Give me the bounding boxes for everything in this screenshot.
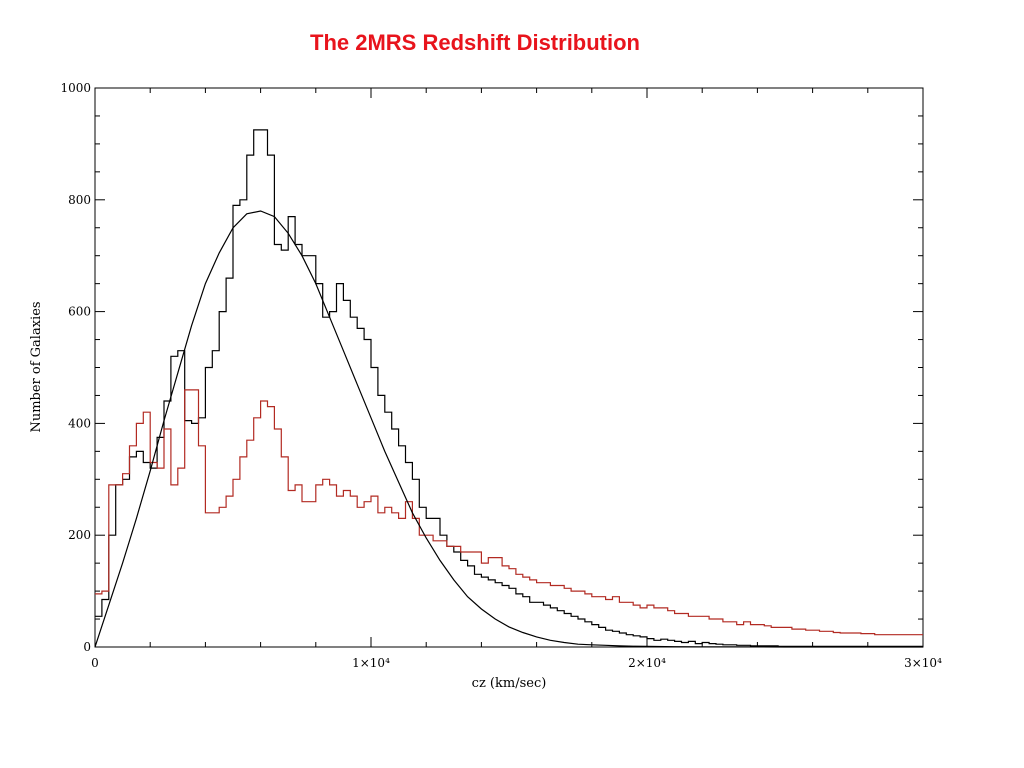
plot-frame	[94, 87, 924, 648]
y-tick-label: 600	[68, 305, 91, 319]
y-axis-label: Number of Galaxies	[29, 301, 44, 432]
y-tick-label: 0	[83, 640, 91, 654]
histogram-series-black	[95, 129, 923, 647]
x-axis-label: cz (km/sec)	[472, 676, 547, 691]
page-title: The 2MRS Redshift Distribution	[310, 30, 640, 55]
series-layer	[94, 129, 923, 648]
axis-ticks: 0 1×10⁴ 2×10⁴ 3×10⁴ 0 200 400 600 800 1000	[60, 81, 942, 670]
model-fit-curve	[94, 210, 923, 648]
y-tick-label: 200	[68, 528, 91, 542]
x-tick-label: 2×10⁴	[628, 656, 666, 670]
x-tick-label: 1×10⁴	[352, 656, 390, 670]
y-tick-label: 400	[68, 416, 91, 430]
x-tick-label: 3×10⁴	[904, 656, 942, 670]
y-tick-label: 800	[68, 193, 91, 207]
histogram-series-red	[95, 389, 923, 636]
y-tick-label: 1000	[60, 81, 91, 95]
x-tick-label: 0	[91, 656, 99, 670]
